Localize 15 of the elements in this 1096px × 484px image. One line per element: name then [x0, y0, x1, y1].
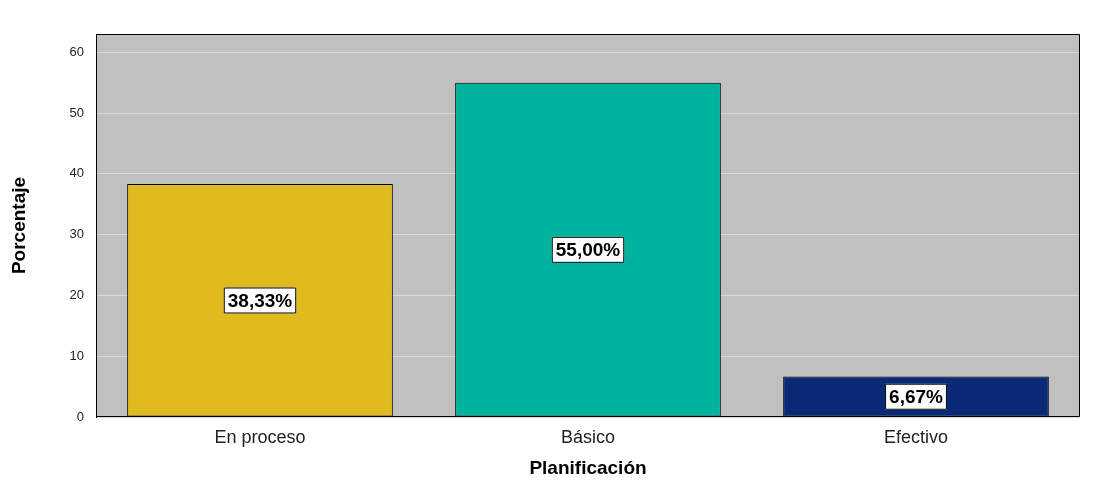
y-tick-label: 20 [69, 286, 84, 302]
y-tick-label: 10 [69, 347, 84, 363]
data-label: 55,00% [555, 239, 621, 261]
x-axis-title: Planificación [529, 456, 647, 478]
y-tick-label: 30 [69, 226, 84, 242]
y-tick-label: 40 [69, 165, 84, 181]
x-tick-label: En proceso [214, 426, 306, 447]
data-label: 38,33% [227, 289, 293, 311]
y-axis-title: Porcentaje [7, 176, 29, 275]
x-tick-label: Básico [560, 426, 616, 447]
x-tick-label: Efectivo [883, 426, 949, 447]
y-tick-label: 60 [69, 43, 84, 59]
y-tick-label: 50 [69, 104, 84, 120]
y-tick-label: 0 [76, 408, 84, 424]
data-label: 6,67% [889, 385, 944, 407]
